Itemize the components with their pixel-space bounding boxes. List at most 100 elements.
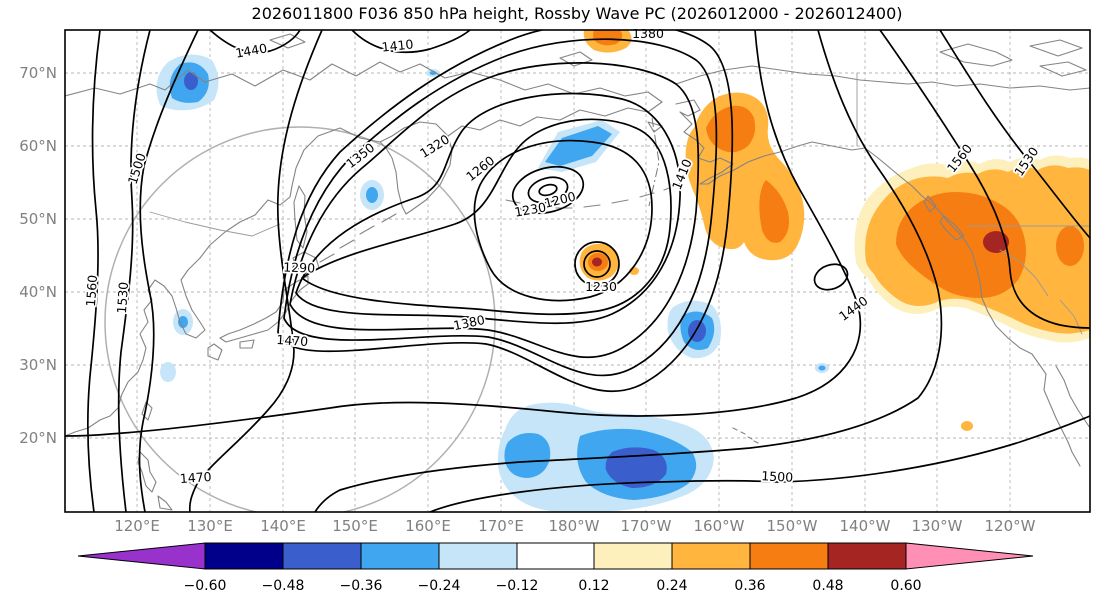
contour-label: 1410 xyxy=(381,36,414,54)
contour-loop-1260 xyxy=(473,139,653,302)
coastline-asia-east xyxy=(65,127,381,437)
lat-axis: 70°N 60°N 50°N 40°N 30°N 20°N xyxy=(19,64,57,447)
contour-loop-1320 xyxy=(295,92,681,325)
contour-ring-low2-inner xyxy=(583,250,611,278)
lon-tick-label: 140°E xyxy=(260,517,306,535)
colorbar-tick-label: 0.48 xyxy=(812,578,843,594)
lat-tick-label: 60°N xyxy=(19,137,57,155)
colorbar-segment xyxy=(593,542,673,570)
contour-label: 1440 xyxy=(234,40,268,60)
contour-line-1560-west xyxy=(87,30,101,512)
coastline-taiwan xyxy=(141,401,153,421)
colorbar-segment xyxy=(204,542,284,570)
colorbar-ticks: −0.60 −0.48 −0.36 −0.24 −0.12 0.12 0.24 … xyxy=(184,578,922,594)
lon-tick-label: 120°W xyxy=(985,517,1036,535)
colorbar-segment xyxy=(827,542,907,570)
contour-line-1440-top xyxy=(209,30,301,54)
contour-label: 1470 xyxy=(276,332,309,349)
neg-anomaly-ecs xyxy=(160,362,176,382)
reference-circle xyxy=(104,126,496,512)
neg-anomaly-subtropics-mid-west xyxy=(504,433,551,478)
lon-tick-label: 150°E xyxy=(332,517,378,535)
contour-label: 1470 xyxy=(179,469,212,486)
contour-line-1470-west xyxy=(188,30,323,512)
contour-loop-1350 xyxy=(289,62,700,359)
contour-ring-low1-outer xyxy=(511,165,585,215)
contour-line-1410-top xyxy=(351,30,471,54)
colorbar-extend-right xyxy=(905,542,1034,570)
coastline-kyushu-shikoku xyxy=(207,339,255,361)
lon-tick-label: 170°E xyxy=(478,517,524,535)
neg-anomaly-korea-core xyxy=(178,316,188,328)
contour-line-1470-east xyxy=(314,30,943,512)
pos-anomaly-lowcenter-core xyxy=(592,257,602,267)
coastline-vancouver-island xyxy=(923,195,965,241)
contour-label: 1230 xyxy=(513,199,547,219)
pos-anomaly-baja xyxy=(961,421,973,431)
coastline-kurils xyxy=(319,213,397,263)
colorbar-segment xyxy=(749,542,829,570)
contour-loop-1380 xyxy=(283,38,718,377)
contour-line-1440-east xyxy=(65,30,862,437)
lon-tick-label: 160°W xyxy=(694,517,745,535)
colorbar-tick-label: −0.24 xyxy=(418,578,461,594)
colorbar-tick-label: 0.36 xyxy=(734,578,765,594)
contour-line-1530-west xyxy=(117,30,151,512)
pos-anomaly-arctic-core xyxy=(593,30,623,46)
contour-label: 1260 xyxy=(463,153,497,184)
contour-ring-low1-mid xyxy=(527,176,569,204)
lat-tick-label: 40°N xyxy=(19,283,57,301)
lon-axis: 120°E 130°E 140°E 150°E 160°E 170°E 180°… xyxy=(114,517,1035,535)
colorbar-tick-label: −0.48 xyxy=(262,578,305,594)
coastline-chukotka-south xyxy=(447,101,663,137)
contour-ring-low1-inner xyxy=(538,183,558,197)
coastline-gulf-california xyxy=(1055,365,1090,429)
river-amur xyxy=(149,211,281,237)
pos-anomaly-alaska-core-north xyxy=(706,105,756,153)
contour-label: 1560 xyxy=(83,274,100,307)
neg-anomaly-subtropics-core xyxy=(605,447,667,488)
colorbar-tick-label: −0.12 xyxy=(496,578,539,594)
pos-anomaly-alaska-core-south xyxy=(759,180,789,243)
lon-tick-label: 160°E xyxy=(405,517,451,535)
contour-label: 1230 xyxy=(585,279,617,294)
lon-tick-label: 120°E xyxy=(114,517,160,535)
lon-tick-label: 180°W xyxy=(549,517,600,535)
contour-loop-1410 xyxy=(277,30,734,393)
contour-label: 1500 xyxy=(125,151,149,186)
lon-tick-label: 150°W xyxy=(767,517,818,535)
contour-loop-1290 xyxy=(301,118,672,316)
pos-anomaly-namerica-east xyxy=(1056,226,1084,266)
dateline-boundary xyxy=(648,117,660,207)
contour-label: 1500 xyxy=(761,468,794,485)
contour-label: 1440 xyxy=(836,293,871,324)
contour-label: 1320 xyxy=(417,131,452,161)
pos-anomaly-namerica-core xyxy=(983,231,1009,253)
lat-tick-label: 50°N xyxy=(19,210,57,228)
plot-border xyxy=(64,29,1091,513)
neg-anomaly-siberia-inner xyxy=(184,72,198,90)
coastline-hawaii xyxy=(732,427,759,444)
colorbar-segment xyxy=(360,542,440,570)
contour-label: 1380 xyxy=(632,26,664,41)
colorbar-tick-label: −0.36 xyxy=(340,578,383,594)
coastline-siberia-arctic xyxy=(65,61,663,103)
colorbar-segment xyxy=(282,542,362,570)
colorbar-segment xyxy=(516,542,595,570)
pos-anomaly-namerica-mid xyxy=(896,192,1026,298)
lat-tick-label: 20°N xyxy=(19,429,57,447)
coastline-arctic-namerica xyxy=(675,65,1090,91)
contour-ring-col xyxy=(813,263,849,291)
lon-tick-label: 170°W xyxy=(621,517,672,535)
neg-anomaly-okhotsk-core xyxy=(366,187,378,203)
contour-ring-low2-outer xyxy=(574,241,620,287)
contour-label: 1200 xyxy=(543,188,578,210)
lon-tick-label: 140°W xyxy=(840,517,891,535)
colorbar-tick-label: 0.24 xyxy=(656,578,687,594)
neg-anomaly-tiny-core xyxy=(818,365,826,371)
contour-label: 1530 xyxy=(114,281,131,314)
lat-tick-label: 30°N xyxy=(19,356,57,374)
colorbar-segment xyxy=(438,542,518,570)
